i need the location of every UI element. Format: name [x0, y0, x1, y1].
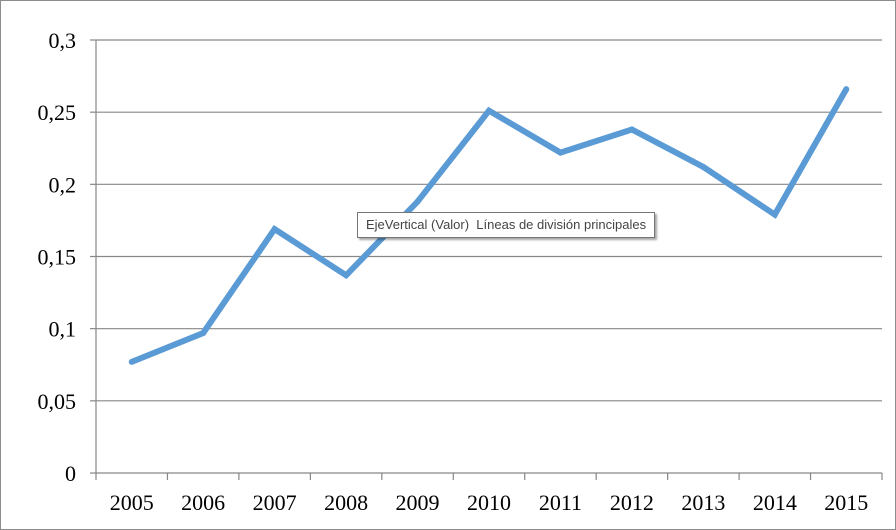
data-point	[414, 198, 421, 205]
x-tick-label: 2011	[539, 490, 582, 515]
series-group	[128, 86, 850, 365]
x-tick-label: 2012	[610, 490, 654, 515]
x-tick-label: 2007	[253, 490, 297, 515]
y-tick-label: 0,05	[38, 389, 77, 414]
x-tick-label: 2009	[396, 490, 440, 515]
x-tick-label: 2010	[467, 490, 511, 515]
gridlines-tooltip: EjeVertical (Valor) Líneas de división p…	[357, 212, 656, 238]
x-axis-tick-labels: 2005 2006 2007 2008 2009 2010 2011 2012 2013 2014…	[110, 490, 869, 515]
y-tick-label: 0,1	[49, 317, 77, 342]
data-point	[700, 164, 707, 171]
x-tick-label: 2006	[181, 490, 225, 515]
y-tick-label: 0,3	[49, 28, 77, 53]
y-tick-label: 0,15	[38, 245, 77, 270]
x-tick-label: 2013	[681, 490, 725, 515]
data-point	[843, 86, 850, 93]
data-point	[771, 211, 778, 218]
y-tick-label: 0,2	[49, 172, 77, 197]
x-tick-label: 2015	[824, 490, 868, 515]
data-point	[628, 126, 635, 133]
y-tick-label: 0,25	[38, 100, 77, 125]
axes	[90, 39, 883, 480]
x-tick-label: 2008	[324, 490, 368, 515]
y-tick-label: 0	[65, 461, 76, 486]
data-point	[200, 329, 207, 336]
data-point	[343, 272, 350, 279]
y-axis-tick-labels: 0 0,05 0,1 0,15 0,2 0,25 0,3	[38, 28, 77, 486]
x-tick-label: 2014	[753, 490, 797, 515]
x-tick-label: 2005	[110, 490, 154, 515]
data-point	[271, 226, 278, 233]
data-point	[486, 107, 492, 114]
data-point	[557, 149, 564, 156]
data-point	[128, 358, 135, 365]
